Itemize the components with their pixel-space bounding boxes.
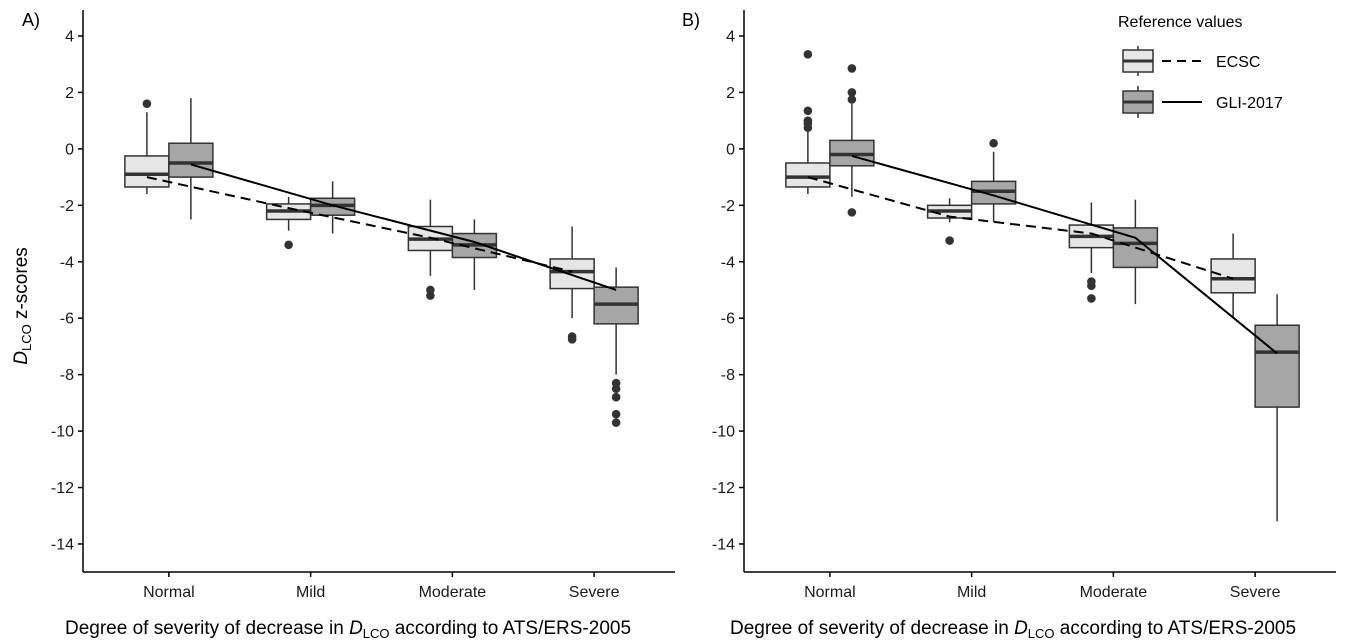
y-tick-label: -6 (60, 311, 74, 328)
y-tick-label: -8 (60, 367, 74, 384)
panel-label-b: B) (682, 10, 700, 30)
y-tick-label: -14 (51, 536, 74, 553)
outlier-point (989, 138, 998, 148)
box-iqr (1254, 324, 1300, 408)
outlier-point (611, 418, 621, 427)
y-tick-label: 0 (726, 141, 735, 158)
box-ecsc-moderate (1068, 202, 1115, 303)
box-ecsc-severe (549, 226, 595, 344)
x-tick-label-moderate: Moderate (1080, 584, 1148, 601)
trend-line-gli-2017 (190, 163, 617, 291)
box-ecsc-moderate (407, 199, 454, 300)
box-iqr (549, 258, 595, 290)
y-tick-label: -14 (712, 536, 735, 553)
x-axis-title-post: according to ATS/ERS-2005 (1055, 618, 1297, 639)
outlier-point (611, 392, 621, 402)
panel-a: A) 4 2 0 -2 -4 -6 -8 -10 -12 -14 Normal Mild Moderat… (22, 10, 675, 601)
y-tick-label: -12 (51, 480, 74, 497)
y-tick-label: -6 (721, 311, 735, 328)
outlier-point (567, 335, 577, 344)
box-iqr (168, 142, 214, 178)
x-axis-title-main: D (1014, 618, 1028, 639)
box-gli-2017-mild (309, 181, 356, 234)
panel-label-a: A) (22, 10, 40, 30)
legend: Reference values ECSC GLI-2017 (1118, 14, 1283, 118)
outlier-point (847, 95, 857, 104)
box-gli-2017-severe (593, 267, 639, 427)
outlier-point (1087, 281, 1096, 291)
box-gli-2017-mild (970, 138, 1017, 223)
y-axis-title: DLCO z-scores (11, 247, 34, 365)
y-axis-title-tail: z-scores (11, 247, 32, 324)
outlier-point (1087, 294, 1096, 303)
y-tick-label: -10 (51, 424, 74, 441)
y-tick-label: -12 (712, 480, 735, 497)
legend-item-gli: GLI-2017 (1122, 86, 1283, 118)
outlier-point (803, 50, 813, 59)
x-tick-label-severe: Severe (569, 584, 620, 601)
outlier-point (426, 291, 435, 300)
outlier-point (847, 208, 857, 217)
y-axis-title-sub: LCO (19, 324, 34, 351)
outlier-point (142, 99, 152, 109)
outlier-point (803, 116, 813, 125)
y-tick-label: -4 (60, 254, 74, 271)
box-gli-2017-normal (829, 64, 875, 217)
x-axis-title-sub: LCO (1028, 626, 1055, 640)
y-tick-label: 2 (726, 85, 735, 102)
y-tick-label: -4 (721, 254, 735, 271)
x-tick-label-normal: Normal (143, 584, 195, 601)
outlier-point (945, 236, 954, 245)
outlier-point (803, 106, 813, 116)
outlier-point (611, 384, 621, 394)
y-tick-label: 0 (65, 141, 74, 158)
x-axis-title-b: Degree of severity of decrease in DLCO a… (730, 618, 1296, 640)
legend-item-ecsc: ECSC (1122, 46, 1260, 76)
x-axis-title-post: according to ATS/ERS-2005 (390, 618, 632, 639)
y-tick-label: -8 (721, 367, 735, 384)
legend-label-ecsc: ECSC (1216, 54, 1260, 71)
box-gli-2017-moderate (451, 219, 498, 290)
box-ecsc-normal (785, 50, 831, 195)
trend-line-gli-2017 (851, 154, 1278, 355)
box-ecsc-normal (124, 99, 170, 195)
y-tick-label: 2 (65, 85, 74, 102)
trend-line-ecsc (807, 176, 1234, 280)
legend-label-gli: GLI-2017 (1216, 95, 1283, 112)
y-tick-label: 4 (726, 29, 735, 46)
outlier-point (284, 240, 293, 250)
outlier-point (847, 88, 857, 97)
outlier-point (611, 409, 621, 419)
y-tick-label: -2 (721, 198, 735, 215)
box-iqr (1210, 258, 1256, 294)
x-axis-title-sub: LCO (363, 626, 390, 640)
trend-line-ecsc (146, 176, 573, 273)
box-iqr (785, 162, 831, 188)
y-tick-label: 4 (65, 29, 74, 46)
x-tick-label-mild: Mild (296, 584, 325, 601)
x-tick-label-severe: Severe (1230, 584, 1281, 601)
box-iqr (124, 155, 170, 188)
x-axis-title-pre: Degree of severity of decrease in (730, 618, 1014, 639)
x-axis-title-pre: Degree of severity of decrease in (65, 618, 349, 639)
box-gli-2017-normal (168, 98, 214, 220)
box-ecsc-mild (926, 198, 973, 245)
x-tick-label-normal: Normal (804, 584, 856, 601)
panel-b: B) 4 2 0 -2 -4 -6 -8 -10 -12 -14 Normal Mild Moderat… (682, 10, 1336, 601)
box-gli-2017-severe (1254, 294, 1300, 522)
x-tick-label-moderate: Moderate (419, 584, 487, 601)
x-axis-title-main: D (349, 618, 363, 639)
outlier-point (847, 64, 857, 73)
x-tick-label-mild: Mild (957, 584, 986, 601)
y-axis-title-main: D (11, 351, 32, 365)
y-tick-label: -10 (712, 424, 735, 441)
y-tick-label: -2 (60, 198, 74, 215)
legend-title: Reference values (1118, 14, 1243, 31)
x-axis-title-a: Degree of severity of decrease in DLCO a… (65, 618, 631, 640)
